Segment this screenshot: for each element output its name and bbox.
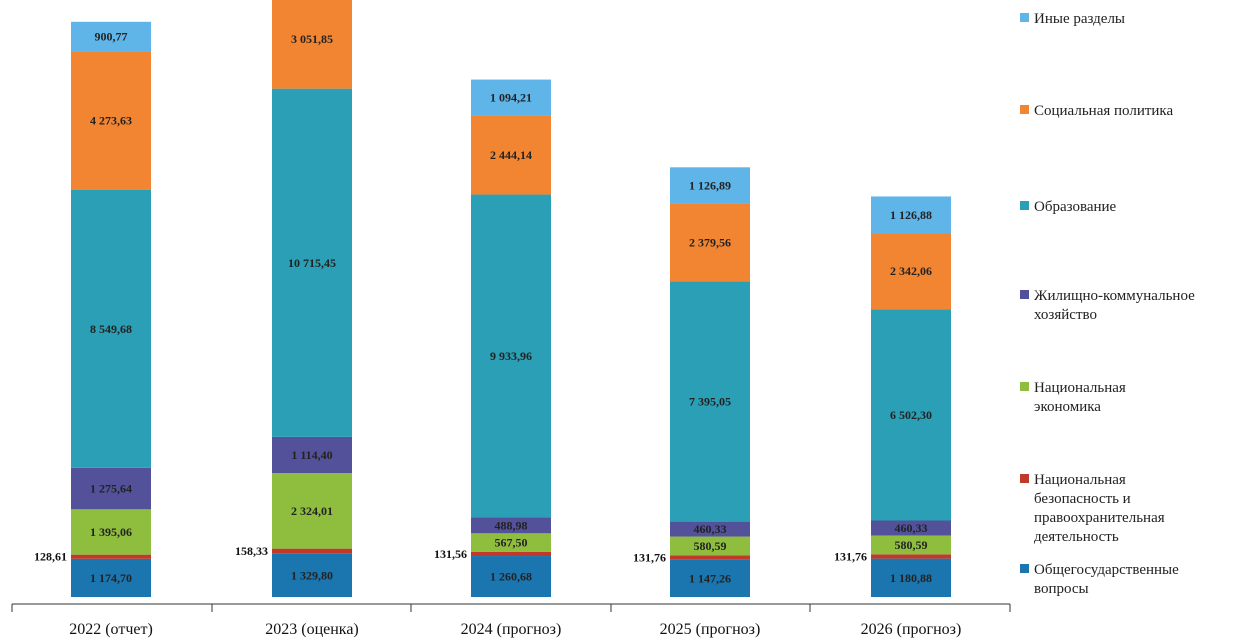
x-tick-label: 2025 (прогноз) bbox=[660, 621, 761, 638]
legend-label-housing: Жилищно-коммунальное bbox=[1034, 288, 1195, 304]
bar-segment-education bbox=[471, 194, 551, 518]
data-label-general: 1 147,26 bbox=[689, 571, 731, 585]
bar-segment-general bbox=[670, 559, 750, 597]
data-label-security: 131,76 bbox=[633, 551, 666, 565]
x-tick-label: 2024 (прогноз) bbox=[461, 621, 562, 638]
bar-segment-education bbox=[272, 88, 352, 437]
data-label-education: 10 715,45 bbox=[288, 256, 336, 270]
bar-segment-security bbox=[871, 554, 951, 559]
data-label-general: 1 329,80 bbox=[291, 568, 333, 582]
bar-segment-general bbox=[71, 558, 151, 597]
data-label-social: 3 051,85 bbox=[291, 32, 333, 46]
data-label-other: 1 126,88 bbox=[890, 208, 932, 222]
bar-segment-social bbox=[272, 0, 352, 89]
data-label-other: 1 126,89 bbox=[689, 179, 731, 193]
legend-label-security: безопасность и bbox=[1034, 491, 1131, 507]
legend-swatch-other bbox=[1020, 13, 1029, 22]
data-label-education: 7 395,05 bbox=[689, 394, 731, 408]
legend-label-security: деятельность bbox=[1034, 529, 1119, 545]
bar-segment-housing bbox=[272, 436, 352, 474]
bar-segment-economy bbox=[670, 536, 750, 556]
data-label-economy: 1 395,06 bbox=[90, 525, 132, 539]
data-label-housing: 460,33 bbox=[895, 521, 928, 535]
data-label-security: 131,56 bbox=[434, 547, 467, 561]
bar-segment-economy bbox=[871, 535, 951, 555]
data-label-general: 1 180,88 bbox=[890, 571, 932, 585]
data-label-economy: 567,50 bbox=[495, 536, 528, 550]
data-label-economy: 580,59 bbox=[694, 539, 727, 553]
bar-segment-security bbox=[71, 554, 151, 559]
x-tick-label: 2026 (прогноз) bbox=[861, 621, 962, 638]
legend-label-security: правоохранительная bbox=[1034, 510, 1165, 526]
legend-label-security: Национальная bbox=[1034, 472, 1126, 488]
legend-label-economy: Национальная bbox=[1034, 380, 1126, 396]
bar-segment-housing bbox=[471, 517, 551, 534]
bar-segment-security bbox=[471, 551, 551, 557]
data-label-economy: 580,59 bbox=[895, 538, 928, 552]
data-label-social: 2 444,14 bbox=[490, 148, 532, 162]
bar-segment-security bbox=[272, 548, 352, 554]
data-label-housing: 488,98 bbox=[495, 518, 528, 532]
legend: Иные разделы Социальная политика Образован… bbox=[1020, 11, 1195, 597]
bar-segment-housing bbox=[871, 520, 951, 536]
x-axis: 2022 (отчет) 2023 (оценка) 2024 (прогноз) 2… bbox=[11, 603, 1011, 638]
bar-segment-social bbox=[871, 233, 951, 310]
data-label-security: 128,61 bbox=[34, 550, 67, 564]
bar-segment-social bbox=[670, 203, 750, 282]
bar-segment-education bbox=[670, 281, 750, 522]
data-label-housing: 460,33 bbox=[694, 522, 727, 536]
data-label-security: 131,76 bbox=[834, 549, 867, 563]
bar-segment-general bbox=[272, 553, 352, 597]
bar-segment-economy bbox=[471, 533, 551, 552]
data-label-housing: 1 275,64 bbox=[90, 482, 132, 496]
data-label-education: 8 549,68 bbox=[90, 322, 132, 336]
bar-segment-other bbox=[670, 167, 750, 204]
bar-segment-other bbox=[71, 21, 151, 52]
legend-swatch-social bbox=[1020, 105, 1029, 114]
bars-layer: 1 174,70 128,61 1 395,06 1 275,64 8 549,68 4 … bbox=[34, 0, 951, 597]
data-label-general: 1 174,70 bbox=[90, 571, 132, 585]
legend-swatch-economy bbox=[1020, 382, 1029, 391]
bar-segment-other bbox=[471, 79, 551, 116]
legend-label-other: Иные разделы bbox=[1034, 11, 1125, 27]
legend-swatch-education bbox=[1020, 201, 1029, 210]
bar-segment-housing bbox=[71, 467, 151, 510]
bar-segment-social bbox=[71, 51, 151, 190]
legend-label-education: Образование bbox=[1034, 199, 1117, 215]
bar-segment-other bbox=[871, 196, 951, 234]
data-label-education: 9 933,96 bbox=[490, 349, 532, 363]
data-label-social: 2 379,56 bbox=[689, 236, 731, 250]
bar-segment-general bbox=[871, 558, 951, 597]
x-tick-label: 2023 (оценка) bbox=[265, 621, 359, 638]
data-label-other: 900,77 bbox=[95, 29, 128, 43]
legend-label-housing: хозяйство bbox=[1034, 307, 1097, 323]
legend-label-general: вопросы bbox=[1034, 581, 1089, 597]
bar-segment-general bbox=[471, 556, 551, 597]
bar-segment-education bbox=[871, 309, 951, 521]
data-label-other: 1 094,21 bbox=[490, 90, 532, 104]
x-tick-label: 2022 (отчет) bbox=[69, 621, 153, 638]
legend-label-economy: экономика bbox=[1034, 399, 1101, 415]
bar-segment-economy bbox=[272, 473, 352, 549]
legend-label-general: Общегосударственные bbox=[1034, 562, 1179, 578]
data-label-social: 2 342,06 bbox=[890, 264, 932, 278]
bar-segment-economy bbox=[71, 509, 151, 555]
bar-segment-housing bbox=[670, 521, 750, 537]
data-label-social: 4 273,63 bbox=[90, 114, 132, 128]
legend-label-social: Социальная политика bbox=[1034, 103, 1173, 119]
legend-swatch-security bbox=[1020, 474, 1029, 483]
data-label-general: 1 260,68 bbox=[490, 570, 532, 584]
bar-segment-social bbox=[471, 115, 551, 195]
bar-segment-security bbox=[670, 555, 750, 560]
bar-segment-education bbox=[71, 189, 151, 468]
data-label-education: 6 502,30 bbox=[890, 408, 932, 422]
data-label-economy: 2 324,01 bbox=[291, 504, 333, 518]
legend-swatch-general bbox=[1020, 564, 1029, 573]
data-label-security: 158,33 bbox=[235, 544, 268, 558]
legend-swatch-housing bbox=[1020, 290, 1029, 299]
data-label-housing: 1 114,40 bbox=[291, 448, 332, 462]
